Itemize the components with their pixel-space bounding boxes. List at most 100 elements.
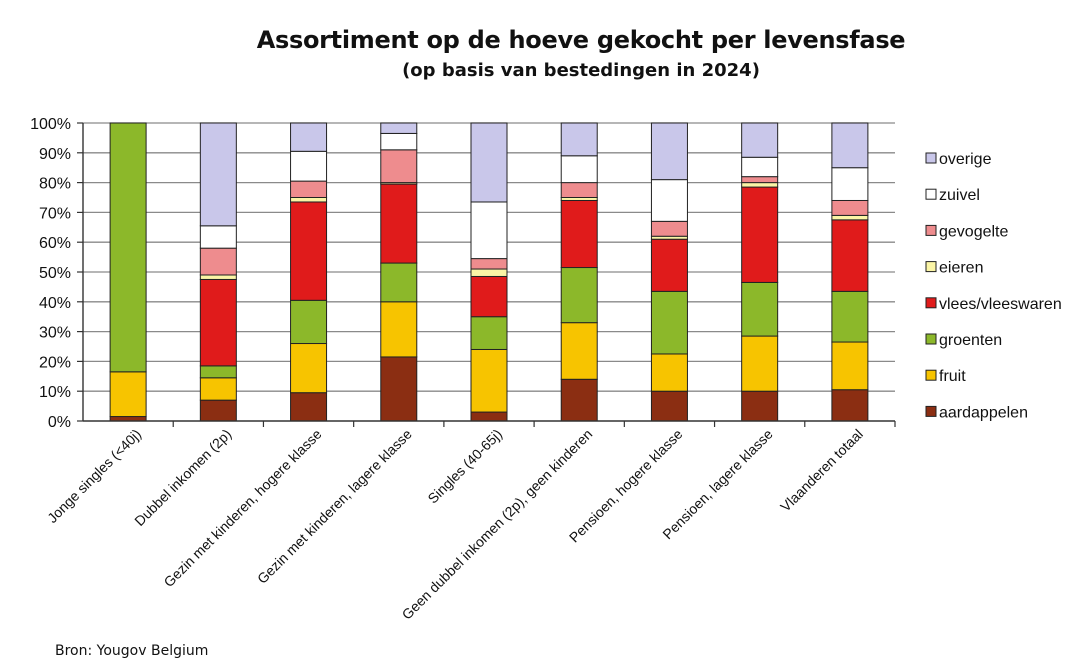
bar-segment-fruit: [741, 335, 779, 392]
legend-swatch: [925, 405, 937, 417]
bar-segment-aardappelen: [380, 356, 418, 422]
bar-segment-groenten: [560, 267, 598, 324]
bar-segment-groenten: [109, 122, 147, 373]
legend-label: groenten: [939, 332, 1002, 349]
category-label: Jonge singles (<40j): [44, 426, 144, 526]
legend-swatch: [925, 188, 937, 200]
bar-segment-groenten: [290, 299, 328, 345]
y-tick-label: 20%: [39, 354, 71, 371]
category-label: Geen dubbel inkomen (2p), geen kinderen: [399, 426, 596, 623]
bar-segment-gevogelte: [470, 258, 508, 270]
bar-segment-gevogelte: [831, 199, 869, 216]
bar-segment-overige: [290, 122, 328, 152]
bar-segment-zuivel: [650, 179, 688, 222]
bar-segment-groenten: [470, 316, 508, 350]
bar-segment-zuivel: [290, 150, 328, 182]
category-label: Gezin met kinderen, hogere klasse: [160, 426, 324, 590]
bar-segment-fruit: [831, 341, 869, 391]
category-label: Singles (40-65j): [424, 426, 505, 507]
legend-swatch: [925, 369, 937, 381]
y-tick-label: 0%: [48, 414, 71, 431]
legend-label: fruit: [939, 368, 966, 385]
bar-segment-groenten: [650, 290, 688, 355]
legend-label: eieren: [939, 260, 983, 277]
bar-segment-aardappelen: [290, 392, 328, 422]
bar-segment-aardappelen: [470, 411, 508, 422]
y-tick-label: 40%: [39, 295, 71, 312]
bar-segment-zuivel: [741, 156, 779, 178]
y-tick-label: 60%: [39, 235, 71, 252]
chart-subtitle: (op basis van bestedingen in 2024): [402, 60, 760, 81]
bar-segment-vlees-vleeswaren: [470, 275, 508, 318]
bar-segment-vlees-vleeswaren: [199, 278, 237, 367]
bar-segment-gevogelte: [290, 180, 328, 198]
bar-segment-eieren: [741, 182, 779, 188]
bar-segment-zuivel: [831, 167, 869, 201]
legend-label: vlees/vleeswaren: [939, 296, 1062, 313]
bar-segment-aardappelen: [741, 390, 779, 422]
bar-segment-groenten: [199, 365, 237, 379]
bar-segment-zuivel: [199, 225, 237, 249]
bar-segment-aardappelen: [831, 389, 869, 422]
bar-segment-gevogelte: [650, 220, 688, 237]
y-tick-label: 90%: [39, 146, 71, 163]
bar-segment-vlees-vleeswaren: [831, 219, 869, 292]
bar-segment-overige: [560, 122, 598, 157]
bar-segment-gevogelte: [741, 176, 779, 184]
bar-segment-vlees-vleeswaren: [741, 186, 779, 283]
bar-segment-zuivel: [470, 201, 508, 260]
bar-segment-overige: [831, 122, 869, 169]
bar-segment-gevogelte: [560, 182, 598, 199]
bar-segment-overige: [741, 122, 779, 158]
y-tick-label: 100%: [30, 116, 71, 133]
y-tick-label: 70%: [39, 205, 71, 222]
legend-swatch: [925, 261, 937, 273]
bar-segment-vlees-vleeswaren: [650, 238, 688, 292]
chart-title: Assortiment op de hoeve gekocht per leve…: [256, 26, 906, 54]
bar-segment-eieren: [470, 268, 508, 277]
legend-label: gevogelte: [939, 223, 1008, 240]
bar-segment-groenten: [741, 281, 779, 337]
bar-segment-fruit: [380, 301, 418, 358]
legend-label: overige: [939, 151, 992, 168]
y-tick-label: 10%: [39, 384, 71, 401]
bar-segment-vlees-vleeswaren: [380, 183, 418, 264]
legend-swatch: [925, 297, 937, 309]
legend-swatch: [925, 333, 937, 345]
legend-label: zuivel: [939, 187, 980, 204]
legend-swatch: [925, 152, 937, 164]
category-label: Gezin met kinderen, lagere klasse: [254, 426, 415, 587]
bar-segment-fruit: [470, 348, 508, 413]
y-tick-label: 80%: [39, 176, 71, 193]
source-note: Bron: Yougov Belgium: [55, 643, 209, 659]
bar-segment-fruit: [199, 377, 237, 401]
bar-segment-groenten: [380, 262, 418, 303]
category-label: Dubbel inkomen (2p): [131, 426, 234, 529]
bar-segment-aardappelen: [650, 390, 688, 422]
bar-segment-zuivel: [380, 132, 418, 151]
bar-segment-aardappelen: [199, 399, 237, 422]
bar-segment-overige: [470, 122, 508, 203]
bar-segment-gevogelte: [380, 149, 418, 184]
bar-segment-vlees-vleeswaren: [560, 199, 598, 269]
y-tick-label: 30%: [39, 325, 71, 342]
category-label: Vlaanderen totaal: [777, 426, 866, 515]
legend-swatch: [925, 224, 937, 236]
bar-segment-aardappelen: [560, 378, 598, 422]
bar-segment-overige: [650, 122, 688, 181]
bar-segment-overige: [380, 122, 418, 134]
y-tick-label: 50%: [39, 265, 71, 282]
bar-segment-fruit: [650, 353, 688, 392]
bar-segment-eieren: [831, 214, 869, 221]
bar-segment-vlees-vleeswaren: [290, 201, 328, 301]
bar-segment-fruit: [109, 371, 147, 418]
bars: [109, 122, 869, 422]
legend-label: aardappelen: [939, 404, 1028, 421]
legend: overige zuivel gevogelte eieren vlees/vleesw…: [925, 151, 1062, 421]
bar-segment-groenten: [831, 290, 869, 343]
bar-segment-zuivel: [560, 155, 598, 184]
bar-segment-fruit: [560, 322, 598, 380]
bar-segment-eieren: [290, 197, 328, 203]
bar-segment-overige: [199, 122, 237, 227]
